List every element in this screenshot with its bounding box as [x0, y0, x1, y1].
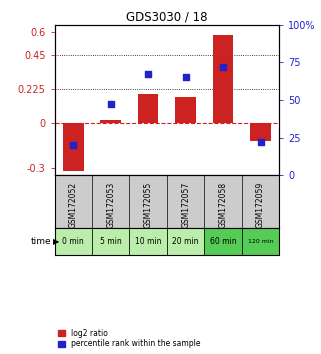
Text: time: time — [31, 237, 51, 246]
Point — [183, 75, 188, 80]
Bar — [204, 228, 242, 255]
Legend: log2 ratio, percentile rank within the sample: log2 ratio, percentile rank within the s… — [58, 329, 200, 348]
Text: 60 min: 60 min — [210, 237, 236, 246]
Text: 120 min: 120 min — [248, 239, 273, 244]
Bar — [63, 122, 83, 171]
Bar — [242, 228, 279, 255]
Bar — [167, 228, 204, 255]
Bar — [100, 120, 121, 122]
Title: GDS3030 / 18: GDS3030 / 18 — [126, 11, 208, 24]
Point — [221, 64, 226, 70]
Text: 0 min: 0 min — [62, 237, 84, 246]
Text: GSM172057: GSM172057 — [181, 182, 190, 228]
Text: 20 min: 20 min — [172, 237, 199, 246]
Text: ▶: ▶ — [53, 237, 59, 246]
Text: GSM172058: GSM172058 — [219, 182, 228, 228]
Text: GSM172059: GSM172059 — [256, 182, 265, 228]
Point — [108, 102, 113, 107]
Bar — [250, 122, 271, 141]
Bar — [213, 35, 233, 122]
Text: GSM172055: GSM172055 — [144, 182, 153, 228]
Bar — [138, 94, 159, 122]
Text: 10 min: 10 min — [135, 237, 161, 246]
Bar — [92, 228, 129, 255]
Bar — [55, 228, 92, 255]
Text: GSM172052: GSM172052 — [69, 182, 78, 228]
Text: 5 min: 5 min — [100, 237, 122, 246]
Text: GSM172053: GSM172053 — [106, 182, 115, 228]
Point — [71, 142, 76, 148]
Point — [258, 139, 263, 145]
Point — [146, 72, 151, 77]
Bar — [175, 97, 196, 122]
Bar — [129, 228, 167, 255]
